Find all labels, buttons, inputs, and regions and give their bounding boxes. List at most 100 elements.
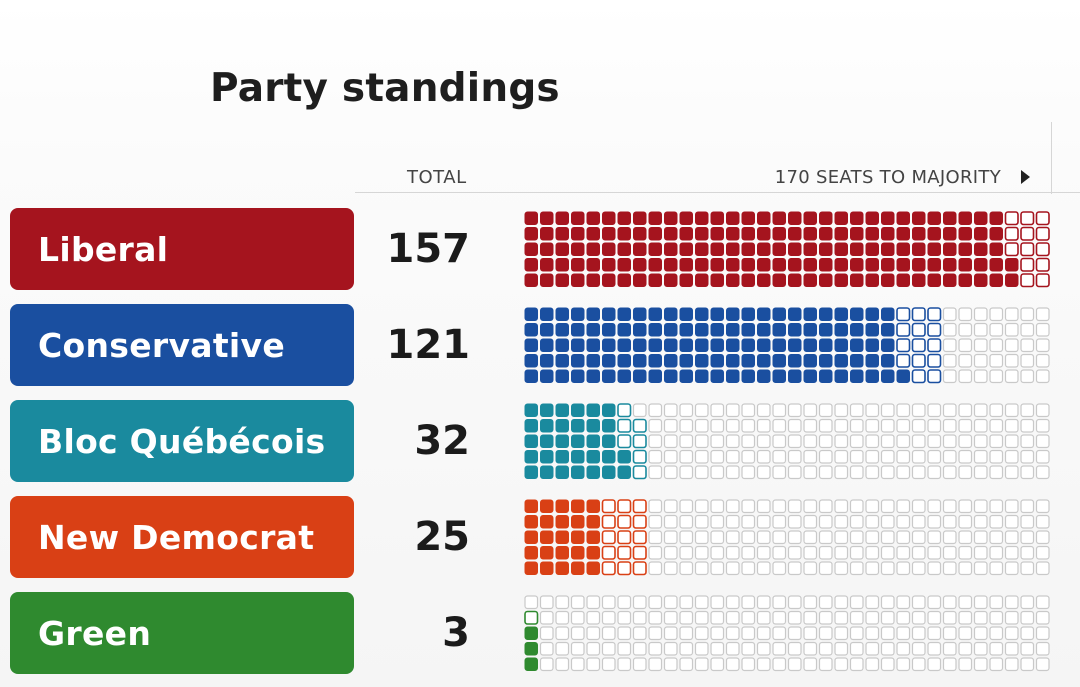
seat-empty	[973, 514, 988, 529]
seat-filled	[571, 434, 585, 448]
seat-filled	[896, 211, 910, 225]
seat-empty	[958, 530, 973, 545]
seat-empty	[1004, 561, 1019, 576]
seat-empty	[927, 641, 942, 656]
seat-filled	[896, 273, 910, 287]
seat-empty	[1004, 449, 1019, 464]
seat-filled	[726, 258, 740, 272]
seat-empty	[1020, 530, 1035, 545]
seat-filled	[586, 515, 600, 529]
seat-empty	[756, 595, 771, 610]
seat-filled	[741, 354, 755, 368]
seat-empty	[849, 434, 864, 449]
seat-empty	[942, 545, 957, 560]
seat-filled	[912, 211, 926, 225]
seat-empty	[927, 561, 942, 576]
seat-empty	[849, 418, 864, 433]
seat-empty	[772, 610, 787, 625]
seat-empty	[803, 499, 818, 514]
seat-filled	[958, 258, 972, 272]
seat-filled	[571, 323, 585, 337]
seat-outlined	[632, 530, 647, 545]
seat-filled	[648, 258, 662, 272]
seat-empty	[973, 403, 988, 418]
seat-empty	[880, 561, 895, 576]
seat-outlined	[911, 322, 926, 337]
seat-empty	[555, 657, 570, 672]
seat-empty	[880, 641, 895, 656]
seat-empty	[865, 641, 880, 656]
seat-empty	[880, 626, 895, 641]
seat-filled	[648, 242, 662, 256]
seat-filled	[850, 323, 864, 337]
seat-empty	[818, 626, 833, 641]
seat-filled	[617, 242, 631, 256]
seat-empty	[973, 307, 988, 322]
seat-empty	[725, 403, 740, 418]
seat-empty	[927, 434, 942, 449]
seat-filled	[741, 369, 755, 383]
seat-empty	[710, 530, 725, 545]
seat-empty	[570, 657, 585, 672]
seat-empty	[1035, 561, 1050, 576]
seat-filled	[664, 369, 678, 383]
seat-filled	[540, 242, 554, 256]
seat-empty	[973, 499, 988, 514]
seat-filled	[586, 369, 600, 383]
seat-filled	[540, 465, 554, 479]
seat-empty	[989, 561, 1004, 576]
seat-outlined	[896, 338, 911, 353]
seat-filled	[571, 227, 585, 241]
seat-filled	[788, 307, 802, 321]
seat-filled	[679, 273, 693, 287]
seat-filled	[664, 273, 678, 287]
seat-empty	[586, 657, 601, 672]
seat-waffle	[524, 211, 1050, 288]
seat-empty	[989, 403, 1004, 418]
seat-filled	[617, 369, 631, 383]
seat-outlined	[632, 449, 647, 464]
seat-empty	[1020, 499, 1035, 514]
seat-outlined	[601, 545, 616, 560]
seat-filled	[819, 211, 833, 225]
seat-outlined	[617, 418, 632, 433]
seat-empty	[1020, 403, 1035, 418]
seat-empty	[958, 514, 973, 529]
seat-filled	[617, 323, 631, 337]
seat-empty	[663, 626, 678, 641]
seat-outlined	[632, 561, 647, 576]
seat-filled	[555, 227, 569, 241]
triangle-right-icon[interactable]	[1021, 170, 1030, 184]
seat-empty	[896, 403, 911, 418]
seat-filled	[571, 338, 585, 352]
seat-empty	[834, 449, 849, 464]
seat-filled	[772, 258, 786, 272]
seat-filled	[617, 211, 631, 225]
seat-filled	[540, 258, 554, 272]
seat-empty	[772, 657, 787, 672]
seat-filled	[664, 323, 678, 337]
seat-empty	[818, 403, 833, 418]
seat-empty	[880, 403, 895, 418]
seat-empty	[725, 418, 740, 433]
seat-empty	[942, 514, 957, 529]
seat-empty	[818, 545, 833, 560]
seat-empty	[772, 530, 787, 545]
seat-filled	[757, 369, 771, 383]
seat-empty	[663, 595, 678, 610]
seat-empty	[679, 465, 694, 480]
seat-empty	[586, 626, 601, 641]
seat-filled	[648, 354, 662, 368]
seat-empty	[942, 530, 957, 545]
seat-empty	[973, 338, 988, 353]
seat-empty	[865, 465, 880, 480]
seat-outlined	[896, 353, 911, 368]
seat-filled	[602, 465, 616, 479]
seat-filled	[819, 338, 833, 352]
seat-empty	[663, 403, 678, 418]
seat-empty	[1004, 641, 1019, 656]
seat-filled	[586, 354, 600, 368]
seat-empty	[1035, 610, 1050, 625]
seat-filled	[555, 530, 569, 544]
seat-empty	[679, 626, 694, 641]
